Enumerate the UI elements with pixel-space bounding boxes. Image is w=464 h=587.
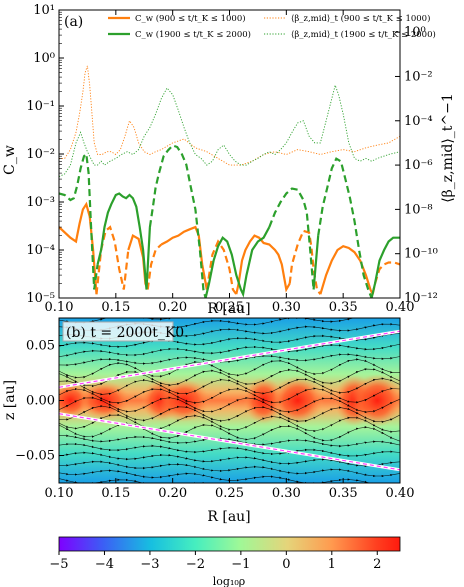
x-tick-label: 0.15 [101, 300, 130, 315]
x-tick-label: 0.40 [386, 300, 415, 315]
panel-b-ticks: 0.10 0.15 0.20 0.25 0.30 0.35 0.40 −0.05 0.00 0.0… [15, 339, 414, 502]
colorbar-tick-label: −2 [186, 557, 205, 572]
y-tick-label: 0.05 [26, 339, 55, 354]
colorbar-tick-label: −5 [49, 557, 68, 572]
colorbar-tick-label: 1 [328, 557, 336, 572]
y-right-tick-label: 10⁻¹² [404, 291, 438, 306]
panel-a-ticks: 0.10 0.15 0.20 0.25 0.30 0.35 0.40 10⁻⁵ 10⁻⁴ 10⁻³… [26, 3, 437, 315]
y-tick-label: 0.00 [26, 394, 55, 409]
surface-lines [59, 329, 400, 472]
colorbar-tick-label: 0 [282, 557, 290, 572]
panel-a-series [59, 65, 400, 298]
colorbar-label: log₁₀ρ [213, 575, 245, 587]
colorbar-tick-label: 2 [373, 557, 381, 572]
density-clump [351, 374, 400, 427]
panel-a: 0.10 0.15 0.20 0.25 0.30 0.35 0.40 10⁻⁵ 10⁻⁴ 10⁻³… [2, 3, 456, 317]
series-segment [148, 144, 207, 298]
panel-b-label: (b) t = 2000t_K0 [66, 325, 184, 341]
series-segment [146, 243, 163, 290]
legend-label: C_w (1900 ≤ t/t_K ≤ 2000) [135, 29, 251, 40]
x-tick-label: 0.10 [45, 300, 74, 315]
x-tick-label: 0.35 [329, 300, 358, 315]
series-line [59, 83, 400, 178]
streamline [59, 451, 400, 468]
x-tick-label: 0.25 [215, 300, 244, 315]
series-segment [288, 229, 322, 295]
x-tick-label: 0.30 [272, 300, 301, 315]
x-tick-label: 0.20 [158, 486, 187, 501]
legend-label: ⟨β_z,mid⟩_t (900 ≤ t/t_K ≤ 1000) [291, 13, 430, 24]
series-segment [205, 239, 238, 295]
panel-a-ylabel-left: C_w [2, 145, 18, 175]
x-tick-label: 0.40 [386, 486, 415, 501]
panel-b: 0.10 0.15 0.20 0.25 0.30 0.35 0.40 −0.05 0.00 0.0… [2, 317, 414, 525]
colorbar-ticks: −5 −4 −3 −2 −1 0 1 2 [49, 551, 381, 572]
y-right-tick-label: 10⁻¹⁰ [404, 247, 438, 262]
y-tick-label: 10⁻⁴ [26, 243, 55, 258]
y-tick-label: 10⁻⁵ [26, 291, 55, 306]
series-segment [96, 192, 151, 290]
y-right-tick-label: 10⁻⁶ [404, 158, 433, 173]
series-segment [319, 244, 374, 295]
x-tick-label: 0.20 [158, 300, 187, 315]
surface-line-magenta [59, 330, 400, 388]
y-right-tick-label: 10⁻⁴ [404, 114, 433, 129]
series-segment [204, 226, 271, 298]
surface-line-magenta [59, 413, 400, 471]
y-right-tick-label: 10⁻⁸ [404, 202, 433, 217]
panel-a-frame [58, 9, 401, 299]
panel-a-xlabel: R [au] [207, 301, 250, 317]
series-2 [59, 65, 400, 166]
panel-b-label-box [62, 321, 174, 342]
panel-a-label: (a) [64, 14, 83, 30]
series-segment [59, 151, 99, 290]
series-segment [317, 157, 373, 298]
series-segment [95, 225, 130, 295]
y-tick-label: 10⁰ [33, 51, 55, 66]
series-3 [59, 83, 400, 178]
panel-b-ylabel: z [au] [2, 380, 18, 420]
panel-b-xlabel: R [au] [207, 509, 250, 525]
series-segment [312, 235, 320, 290]
colorbar-tick-label: −4 [95, 557, 114, 572]
series-line [59, 65, 400, 166]
x-tick-label: 0.35 [329, 486, 358, 501]
y-right-tick-label: 10⁻² [404, 69, 433, 84]
density-clump [158, 379, 211, 422]
y-right-tick-label: 10⁰ [404, 25, 426, 40]
colorbar-gradient [58, 536, 401, 552]
x-tick-label: 0.25 [215, 486, 244, 501]
colorbar-tick-label: −3 [140, 557, 159, 572]
panel-a-legend: C_w (900 ≤ t/t_K ≤ 1000) C_w (1900 ≤ t/t_… [108, 13, 436, 40]
series-segment [370, 236, 400, 298]
colorbar-tick-label: −1 [231, 557, 250, 572]
x-tick-label: 0.15 [101, 486, 130, 501]
colorbar: −5 −4 −3 −2 −1 0 1 2 log₁₀ρ [49, 536, 401, 587]
series-1 [59, 144, 400, 298]
x-tick-label: 0.30 [272, 486, 301, 501]
panel-a-ylabel-right: ⟨β_z,mid⟩_t^−1 [440, 93, 456, 203]
density-clump [78, 381, 131, 420]
y-tick-label: 10⁻³ [26, 195, 55, 210]
streamline [59, 442, 400, 458]
legend-label: ⟨β_z,mid⟩_t (1900 ≤ t/t_K ≤ 2000) [291, 29, 436, 40]
y-tick-label: 10⁻² [26, 147, 55, 162]
x-tick-label: 0.10 [45, 486, 74, 501]
series-segment [268, 187, 315, 290]
y-tick-label: 10⁻¹ [26, 99, 55, 114]
y-tick-label: 10¹ [33, 3, 55, 18]
legend-label: C_w (900 ≤ t/t_K ≤ 1000) [135, 13, 246, 24]
y-tick-label: −0.05 [15, 449, 55, 464]
series-segment [160, 225, 208, 290]
